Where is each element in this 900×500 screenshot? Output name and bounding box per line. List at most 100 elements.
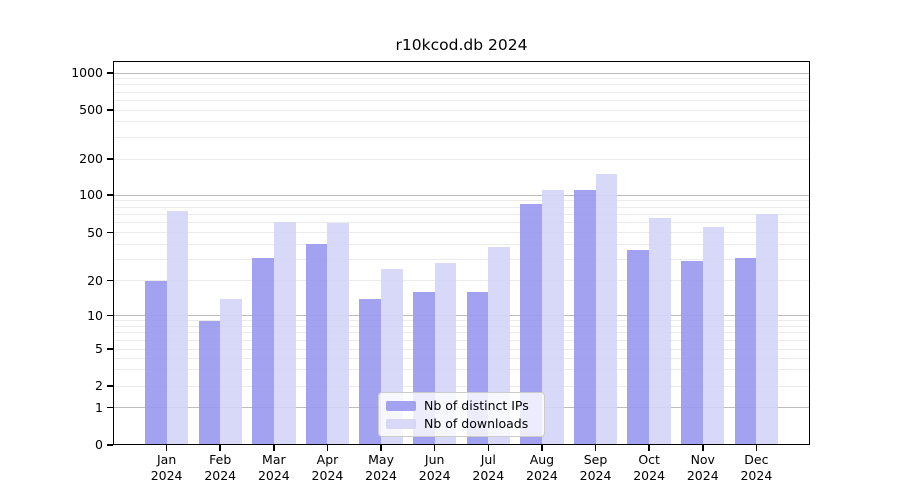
x-tick-label-year: 2024	[257, 467, 290, 483]
y-tick-label: 10	[87, 307, 103, 323]
bar-downloads-sep	[595, 173, 618, 445]
gridline-minor	[113, 206, 810, 208]
x-tick-label-month: Feb	[209, 452, 232, 467]
bar-downloads-oct	[649, 218, 671, 445]
bar-distinct-ips-jan	[144, 280, 167, 445]
bar-distinct-ips-nov	[681, 261, 703, 445]
bar-downloads-nov	[702, 227, 725, 445]
bar-downloads-apr	[327, 222, 350, 445]
x-tick	[594, 445, 597, 451]
x-tick-label: Jan 2024	[134, 452, 200, 483]
x-tick	[326, 445, 329, 451]
x-tick-label: Jun 2024	[402, 452, 468, 483]
bar-downloads-jan	[166, 210, 189, 445]
x-tick-label: Jul 2024	[455, 452, 521, 483]
x-tick	[541, 445, 543, 451]
y-tick	[107, 279, 113, 282]
y-tick-label: 100	[79, 187, 103, 202]
legend-label-downloads: Nb of downloads	[424, 416, 529, 431]
bar-distinct-ips-mar	[252, 257, 274, 445]
bar-downloads-feb	[220, 298, 242, 445]
y-tick	[107, 385, 113, 387]
x-tick-label-year: 2024	[686, 467, 719, 483]
y-tick-label: 20	[87, 272, 103, 288]
gridline-minor	[113, 339, 810, 341]
y-tick-label: 0	[95, 437, 103, 452]
gridline-minor	[113, 84, 810, 86]
y-tick-label: 500	[79, 102, 103, 117]
y-tick	[107, 348, 113, 350]
x-tick-label-year: 2024	[418, 467, 451, 483]
gridline-minor	[113, 232, 810, 233]
x-tick-label-month: Jun	[424, 452, 445, 467]
x-tick-label-month: Jan	[156, 452, 177, 467]
x-tick	[701, 445, 704, 451]
x-tick-label-month: Apr	[316, 452, 339, 467]
gridline-minor	[113, 136, 810, 138]
y-tick-label: 50	[87, 224, 103, 240]
x-tick	[380, 445, 382, 451]
x-tick-label-month: Jul	[480, 452, 496, 467]
gridline-minor	[113, 121, 810, 123]
gridline-minor	[113, 158, 810, 160]
gridline-minor	[113, 109, 810, 111]
x-tick	[273, 445, 275, 451]
y-tick-label: 2	[95, 378, 103, 393]
gridline-minor	[113, 258, 810, 260]
x-tick-label: Sep 2024	[563, 452, 629, 483]
chart-title: r10kcod.db 2024	[395, 36, 528, 54]
legend-item-downloads: Nb of downloads	[386, 416, 537, 431]
x-tick-label: May 2024	[348, 452, 414, 483]
gridline-minor	[113, 348, 810, 350]
legend-swatch-downloads	[386, 418, 416, 429]
gridline-minor	[113, 332, 810, 334]
x-tick-label-year: 2024	[365, 467, 397, 483]
legend-label-distinct-ips: Nb of distinct IPs	[424, 398, 529, 413]
x-tick	[219, 445, 222, 451]
x-tick-label-year: 2024	[633, 467, 666, 483]
legend-item-distinct-ips: Nb of distinct IPs	[386, 398, 537, 413]
x-tick-label-year: 2024	[150, 467, 183, 483]
y-tick-label: 5	[95, 341, 103, 356]
bar-distinct-ips-feb	[198, 320, 221, 445]
gridline-major	[113, 72, 810, 74]
y-tick	[107, 231, 113, 234]
gridline-minor	[113, 78, 810, 80]
y-tick	[107, 444, 113, 446]
plot-area	[113, 61, 810, 445]
x-tick	[648, 445, 650, 451]
x-tick-label-year: 2024	[311, 467, 344, 483]
legend-swatch-distinct-ips	[386, 400, 416, 411]
y-tick	[107, 314, 113, 317]
gridline-minor	[113, 385, 810, 387]
gridline-minor	[113, 357, 810, 359]
bar-distinct-ips-sep	[573, 190, 596, 445]
x-tick-label-year: 2024	[204, 467, 237, 483]
x-tick-label: Apr 2024	[294, 452, 360, 483]
x-tick	[755, 445, 758, 451]
gridline-minor	[113, 325, 810, 327]
gridline-minor	[113, 280, 810, 281]
gridline-major	[113, 194, 810, 196]
bar-distinct-ips-aug	[520, 203, 542, 445]
gridline-minor	[113, 99, 810, 101]
x-tick-label-month: Dec	[744, 452, 769, 467]
gridline-minor	[113, 213, 810, 215]
gridline-minor	[113, 222, 810, 224]
y-tick	[107, 194, 113, 196]
y-tick-label: 1	[95, 399, 103, 415]
x-tick-label-month: Oct	[638, 452, 660, 467]
x-tick-label: Dec 2024	[723, 452, 789, 483]
x-tick-label-month: Aug	[529, 452, 555, 467]
gridline-minor	[113, 243, 810, 245]
x-tick-label-year: 2024	[579, 467, 612, 483]
y-tick-label: 200	[79, 151, 103, 166]
x-tick-label-month: Mar	[262, 452, 286, 467]
y-tick	[107, 72, 113, 74]
x-tick-label-month: Sep	[583, 452, 608, 467]
bar-downloads-aug	[541, 190, 564, 445]
bar-downloads-dec	[756, 214, 779, 445]
legend: Nb of distinct IPs Nb of downloads	[378, 392, 545, 437]
gridline-minor	[113, 320, 810, 322]
